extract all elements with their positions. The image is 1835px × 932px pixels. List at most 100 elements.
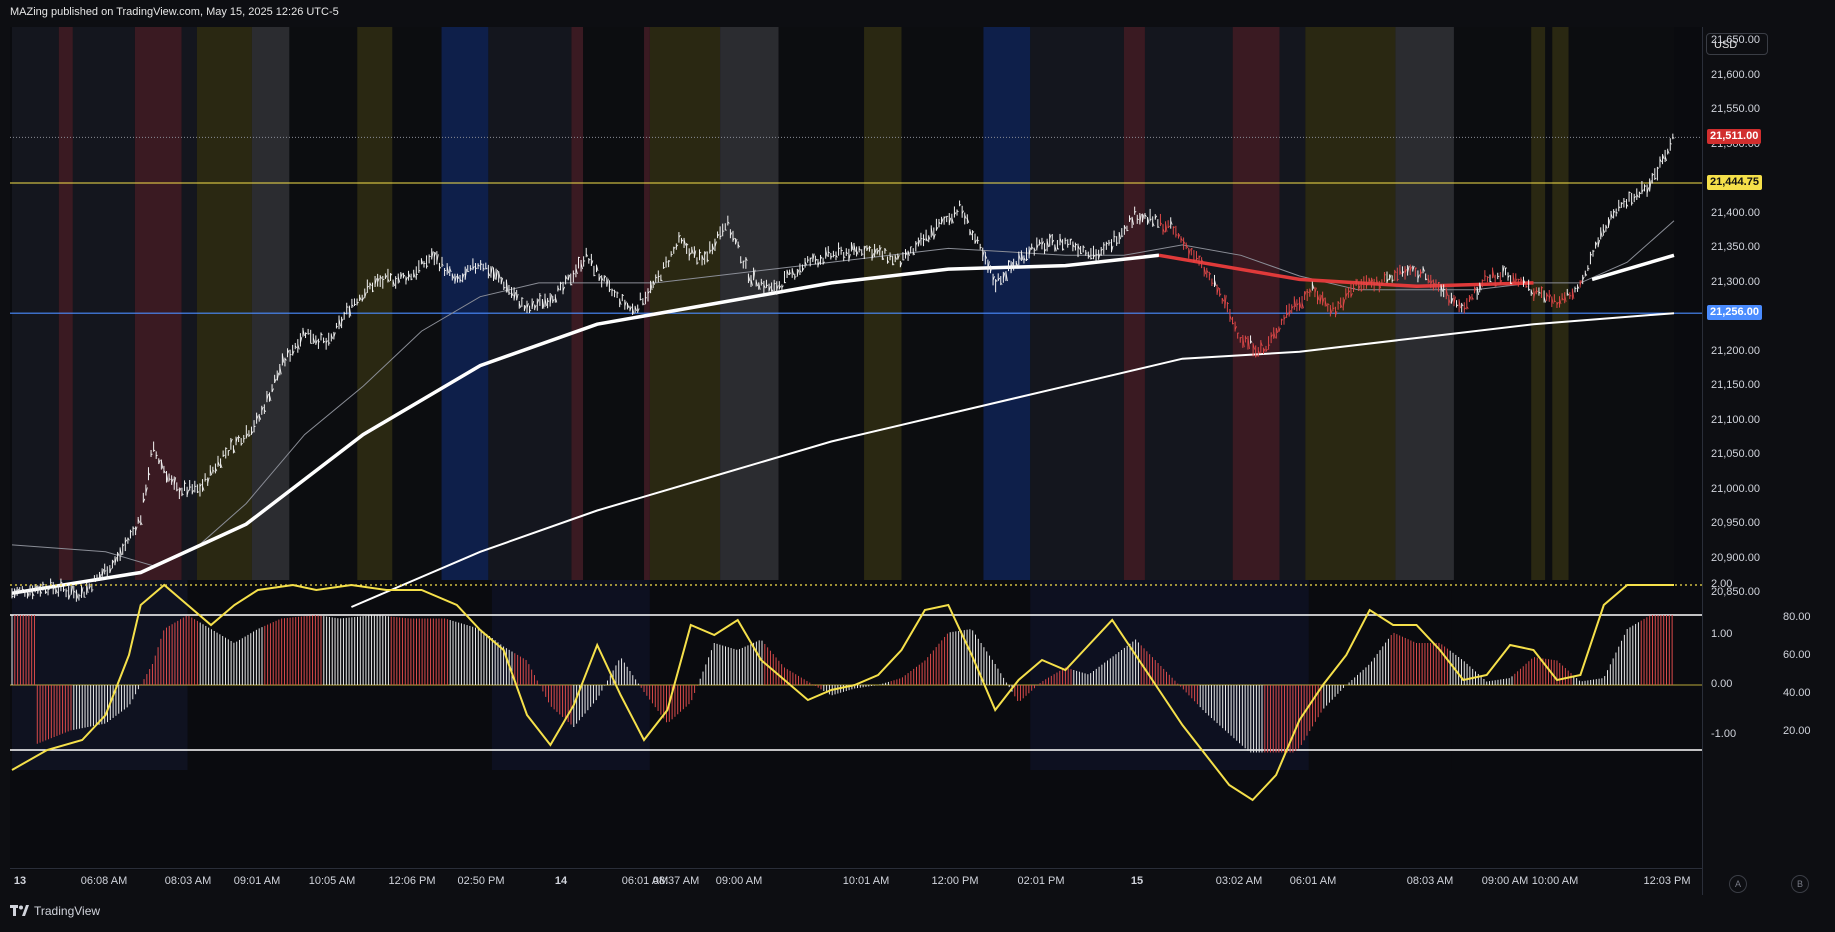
- price-bar-tick: [1412, 265, 1415, 271]
- footer-brand[interactable]: TradingView: [10, 904, 100, 918]
- price-bar-tick: [601, 277, 604, 281]
- oscillator-percent-label: 80.00: [1783, 611, 1811, 623]
- price-bar-tick: [1144, 214, 1147, 217]
- price-bar-tick: [951, 217, 954, 224]
- price-bar-tick: [1350, 293, 1353, 297]
- price-bar-tick: [1152, 222, 1155, 227]
- log-scale-button[interactable]: B: [1791, 875, 1809, 893]
- price-bar-tick: [148, 472, 151, 476]
- price-bar-tick: [184, 482, 187, 484]
- price-bar-tick: [585, 253, 589, 257]
- price-bar-tick: [112, 560, 115, 564]
- price-bar-tick: [925, 237, 928, 242]
- price-bar-tick: [1026, 258, 1029, 261]
- price-bar-tick: [1106, 242, 1109, 245]
- price-bar-tick: [1015, 262, 1019, 266]
- price-bar-tick: [833, 254, 836, 257]
- price-bar-tick: [1510, 282, 1513, 285]
- price-bar-tick: [737, 244, 740, 248]
- price-bar-tick: [1525, 285, 1528, 288]
- price-bar-tick: [1507, 275, 1510, 278]
- price-bar-tick: [1090, 257, 1093, 260]
- price-bar-tick: [454, 275, 457, 283]
- time-tick-label: 13: [13, 875, 27, 887]
- price-bar-tick: [439, 266, 442, 269]
- price-bar-tick: [863, 245, 867, 250]
- price-bar-tick: [1345, 293, 1348, 298]
- price-bar-tick: [1252, 344, 1256, 350]
- price-bar-tick: [1621, 202, 1624, 205]
- price-bar-tick: [1100, 248, 1103, 251]
- price-bar-tick: [1497, 275, 1500, 278]
- price-bar-tick: [1466, 306, 1469, 309]
- price-bar-tick: [312, 337, 316, 343]
- price-bar-tick: [264, 409, 267, 413]
- price-bar-tick: [727, 221, 730, 224]
- price-bar-tick: [462, 273, 465, 279]
- price-bar-tick: [789, 272, 792, 274]
- price-bar-tick: [719, 235, 722, 238]
- ma-slow-line: [351, 312, 1675, 608]
- price-bar-tick: [364, 292, 367, 298]
- price-bar-tick: [1427, 278, 1431, 283]
- session-band: [644, 27, 650, 580]
- price-bar-tick: [68, 594, 71, 600]
- price-bar-tick: [928, 236, 931, 240]
- price-bar-tick: [758, 282, 761, 290]
- price-bar-tick: [663, 267, 666, 269]
- price-bar-tick: [845, 251, 849, 255]
- session-band: [1395, 27, 1454, 580]
- price-bar-tick: [1342, 299, 1346, 307]
- price-bar-tick: [1198, 255, 1201, 258]
- price-bar-tick: [557, 287, 560, 291]
- auto-scale-button[interactable]: A: [1729, 875, 1747, 893]
- session-band: [488, 27, 572, 580]
- price-bar-tick: [1641, 189, 1644, 193]
- price-bar-tick: [217, 461, 220, 466]
- price-bar-tick: [781, 285, 784, 288]
- price-bar-tick: [1456, 304, 1459, 307]
- time-tick-label: 12:03 PM: [1643, 875, 1691, 887]
- price-bar-tick: [1306, 291, 1309, 293]
- price-tick-label: 21,600.00: [1711, 68, 1760, 81]
- price-bar-tick: [696, 262, 699, 265]
- time-tick-label: 03:02 AM: [1215, 875, 1263, 887]
- price-tick-label: 21,400.00: [1711, 206, 1760, 219]
- price-bar-tick: [369, 282, 372, 286]
- price-bar-tick: [1484, 275, 1487, 277]
- price-bar-tick: [333, 332, 336, 338]
- price-bar-tick: [511, 292, 514, 297]
- price-bar-tick: [500, 277, 504, 284]
- price-bar-tick: [307, 333, 310, 335]
- price-tick-label: 21,350.00: [1711, 241, 1760, 254]
- price-bar-tick: [1245, 336, 1248, 339]
- price-bar-tick: [796, 269, 800, 275]
- time-tick-label: 08:03 AM: [164, 875, 212, 887]
- price-bar-tick: [624, 301, 627, 307]
- price-bar-tick: [1479, 283, 1482, 291]
- session-band: [289, 27, 358, 580]
- price-tick-label: 21,550.00: [1711, 103, 1760, 116]
- price-bar-tick: [1062, 247, 1065, 251]
- price-bar-tick: [1564, 295, 1567, 302]
- price-bar-tick: [487, 272, 491, 277]
- price-bar-tick: [681, 238, 684, 242]
- session-band: [1279, 27, 1306, 580]
- price-bar-tick: [1404, 268, 1407, 274]
- price-bar-tick: [294, 345, 298, 348]
- time-axis-divider: [10, 868, 1702, 869]
- currency-selector[interactable]: USD: [1706, 33, 1768, 55]
- price-bar-tick: [536, 299, 540, 304]
- chart-pane[interactable]: [10, 27, 1702, 870]
- price-bar-tick: [1206, 269, 1209, 273]
- session-band: [357, 27, 393, 580]
- chart-canvas[interactable]: [10, 27, 1702, 870]
- price-tick-label: 21,100.00: [1711, 413, 1760, 426]
- price-bar-tick: [37, 585, 40, 594]
- price-bar-tick: [1528, 288, 1531, 291]
- price-bar-tick: [1584, 272, 1588, 276]
- price-bar-tick: [732, 237, 735, 241]
- session-band: [1144, 27, 1233, 580]
- price-bar-tick: [1059, 237, 1062, 243]
- price-tick-label: 21,050.00: [1711, 448, 1760, 461]
